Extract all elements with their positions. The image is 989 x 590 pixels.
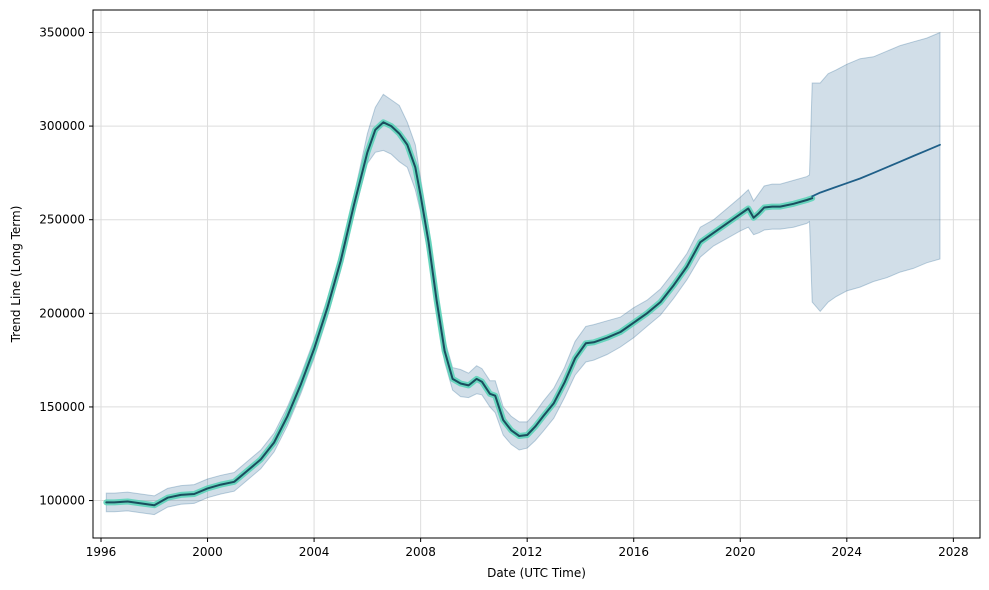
y-tick-label: 100000 [39, 494, 85, 508]
x-tick-label: 2028 [938, 545, 969, 559]
y-tick-label: 250000 [39, 213, 85, 227]
tick-layer: 1996 2000 2004 2008 2012 2016 2020 2024 2028 1000… [39, 25, 968, 559]
x-tick-label: 2008 [405, 545, 436, 559]
x-tick-label: 2020 [725, 545, 756, 559]
observed-trend-line [105, 121, 814, 507]
y-tick-label: 300000 [39, 119, 85, 133]
y-axis-label: Trend Line (Long Term) [9, 206, 23, 344]
y-tick-label: 150000 [39, 400, 85, 414]
x-tick-label: 2000 [192, 545, 223, 559]
x-tick-label: 2012 [512, 545, 543, 559]
y-tick-label: 350000 [39, 25, 85, 39]
x-tick-label: 1996 [86, 545, 117, 559]
series-layer [103, 119, 941, 509]
grid-layer [93, 10, 980, 538]
y-tick-label: 200000 [39, 306, 85, 320]
x-axis-label: Date (UTC Time) [487, 566, 586, 580]
plot-frame [92, 9, 981, 539]
x-tick-label: 2024 [832, 545, 863, 559]
x-tick-label: 2004 [299, 545, 330, 559]
confidence-band-layer [105, 31, 941, 516]
forecast-trend-line [811, 143, 941, 198]
confidence-band [105, 31, 941, 516]
x-tick-label: 2016 [618, 545, 649, 559]
